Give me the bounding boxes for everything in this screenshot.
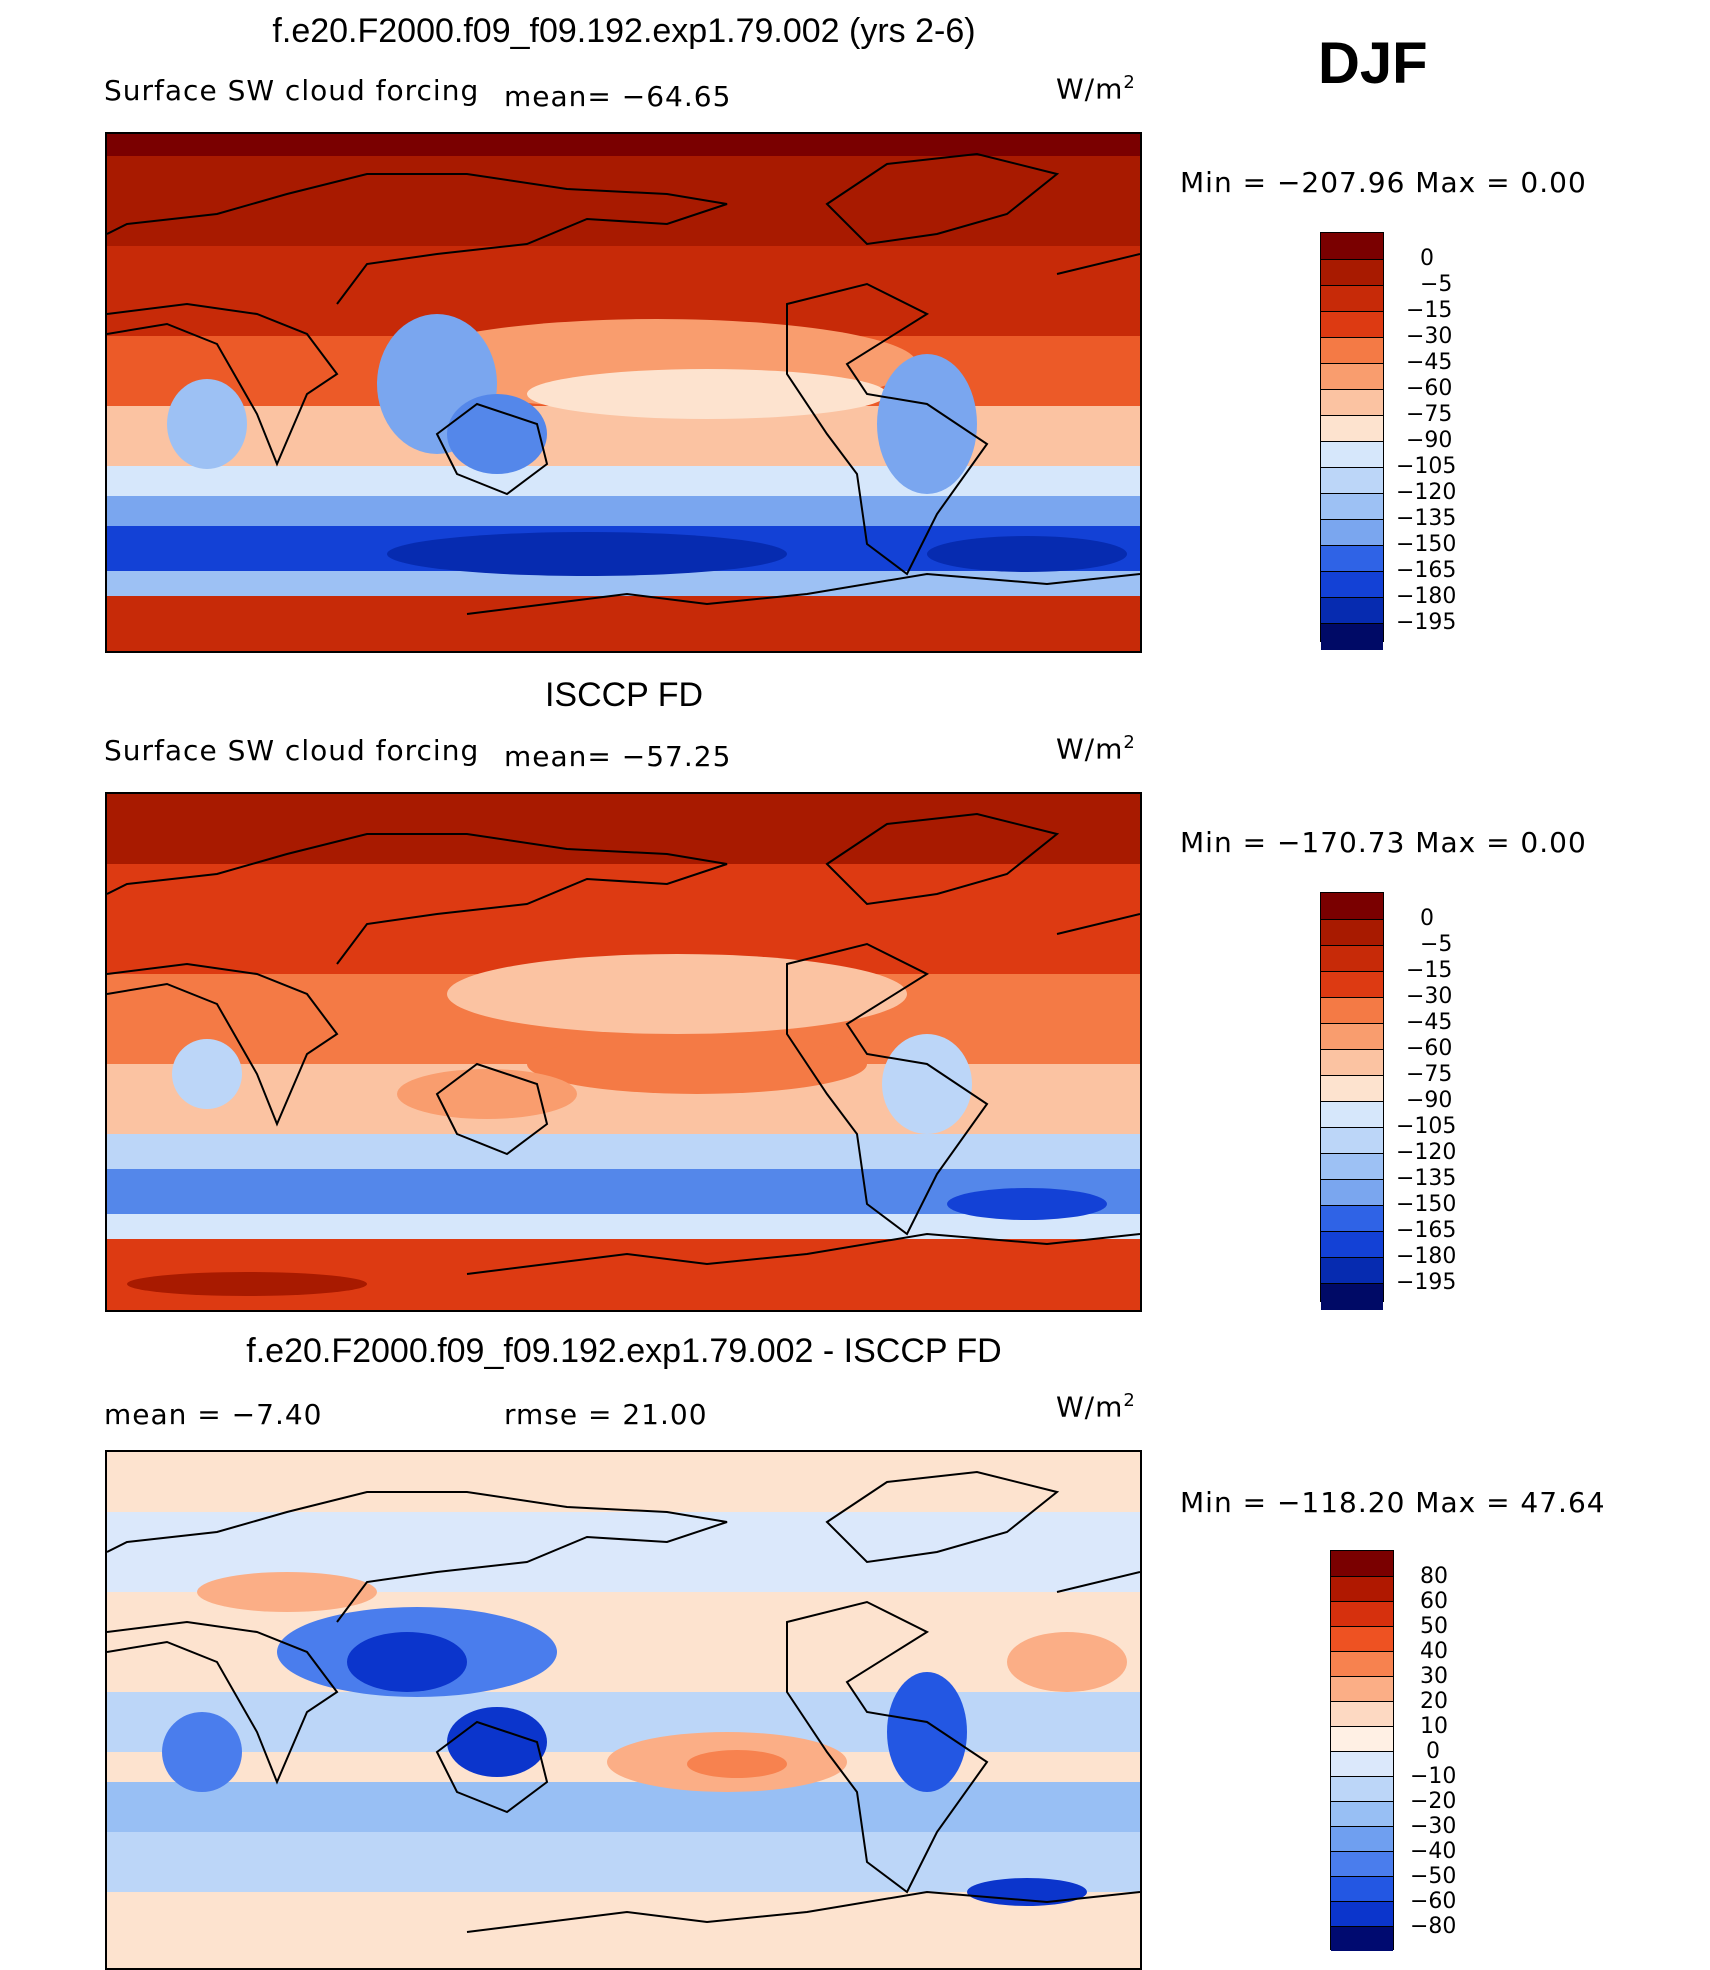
panel2-cbar-label: −90 bbox=[1406, 1088, 1453, 1113]
panel3-cbar-label: −50 bbox=[1410, 1864, 1457, 1889]
panel2-cbar-label: −5 bbox=[1420, 932, 1453, 957]
panel3-mean: mean = −7.40 bbox=[104, 1398, 323, 1431]
season-label: DJF bbox=[1318, 31, 1428, 96]
panel3-title: f.e20.F2000.f09_f09.192.exp1.79.002 - IS… bbox=[246, 1332, 1002, 1370]
panel1-cbar-label: −15 bbox=[1406, 298, 1453, 323]
panel1-cbar-label: −165 bbox=[1396, 558, 1457, 583]
panel2-cbar-label: −120 bbox=[1396, 1140, 1457, 1165]
panel2-cbar-label: −45 bbox=[1406, 1010, 1453, 1035]
panel2-title: ISCCP FD bbox=[544, 676, 704, 714]
panel1-cbar-label: −75 bbox=[1406, 402, 1453, 427]
panel2-cbar-label: −105 bbox=[1396, 1114, 1457, 1139]
panel1-cbar-label: −45 bbox=[1406, 350, 1453, 375]
panel2-cbar-label: −15 bbox=[1406, 958, 1453, 983]
panel2-map bbox=[105, 792, 1142, 1312]
panel1-variable: Surface SW cloud forcing bbox=[104, 74, 480, 107]
panel2-colorbar bbox=[1320, 892, 1384, 1310]
panel2-cbar-label: −135 bbox=[1396, 1166, 1457, 1191]
panel1-cbar-label: −120 bbox=[1396, 480, 1457, 505]
panel1-cbar-label: −90 bbox=[1406, 428, 1453, 453]
panel1-mean: mean= −64.65 bbox=[504, 80, 732, 113]
panel1-units: W/m2 bbox=[1056, 72, 1136, 106]
panel3-cbar-label: 40 bbox=[1420, 1639, 1448, 1664]
panel1-cbar-label: −5 bbox=[1420, 272, 1453, 297]
panel2-units: W/m2 bbox=[1056, 732, 1136, 766]
panel1-cbar-label: −195 bbox=[1396, 610, 1457, 635]
panel1-cbar-label: −60 bbox=[1406, 376, 1453, 401]
panel2-cbar-label: −150 bbox=[1396, 1192, 1457, 1217]
panel3-cbar-label: −20 bbox=[1410, 1789, 1457, 1814]
panel1-cbar-label: −135 bbox=[1396, 506, 1457, 531]
panel3-units: W/m2 bbox=[1056, 1390, 1136, 1424]
panel3-cbar-label: −10 bbox=[1410, 1764, 1457, 1789]
panel3-cbar-label: 80 bbox=[1420, 1564, 1448, 1589]
panel2-cbar-label: −165 bbox=[1396, 1218, 1457, 1243]
panel3-map bbox=[105, 1450, 1142, 1970]
panel3-colorbar bbox=[1330, 1550, 1394, 1951]
panel1-cbar-label: −30 bbox=[1406, 324, 1453, 349]
panel3-cbar-label: 0 bbox=[1426, 1739, 1440, 1764]
panel1-colorbar bbox=[1320, 232, 1384, 650]
panel2-cbar-label: −60 bbox=[1406, 1036, 1453, 1061]
panel3-cbar-label: −80 bbox=[1410, 1914, 1457, 1939]
panel2-variable: Surface SW cloud forcing bbox=[104, 734, 480, 767]
panel3-cbar-label: 50 bbox=[1420, 1614, 1448, 1639]
panel1-minmax: Min = −207.96 Max = 0.00 bbox=[1180, 166, 1587, 199]
panel3-rmse: rmse = 21.00 bbox=[504, 1398, 708, 1431]
panel1-cbar-label: −105 bbox=[1396, 454, 1457, 479]
panel1-cbar-label: −180 bbox=[1396, 584, 1457, 609]
panel2-cbar-label: 0 bbox=[1420, 906, 1434, 931]
panel3-minmax: Min = −118.20 Max = 47.64 bbox=[1180, 1486, 1606, 1519]
panel2-cbar-label: −30 bbox=[1406, 984, 1453, 1009]
panel2-minmax: Min = −170.73 Max = 0.00 bbox=[1180, 826, 1587, 859]
panel1-map bbox=[105, 132, 1142, 653]
panel2-mean: mean= −57.25 bbox=[504, 740, 732, 773]
panel3-cbar-label: 20 bbox=[1420, 1689, 1448, 1714]
panel3-cbar-label: −60 bbox=[1410, 1889, 1457, 1914]
panel3-cbar-label: 10 bbox=[1420, 1714, 1448, 1739]
panel3-cbar-label: −30 bbox=[1410, 1814, 1457, 1839]
panel2-cbar-label: −195 bbox=[1396, 1270, 1457, 1295]
panel3-cbar-label: 60 bbox=[1420, 1589, 1448, 1614]
panel2-cbar-label: −75 bbox=[1406, 1062, 1453, 1087]
panel1-cbar-label: 0 bbox=[1420, 246, 1434, 271]
panel1-title: f.e20.F2000.f09_f09.192.exp1.79.002 (yrs… bbox=[272, 12, 976, 50]
panel3-cbar-label: −40 bbox=[1410, 1839, 1457, 1864]
panel3-cbar-label: 30 bbox=[1420, 1664, 1448, 1689]
panel1-cbar-label: −150 bbox=[1396, 532, 1457, 557]
panel2-cbar-label: −180 bbox=[1396, 1244, 1457, 1269]
